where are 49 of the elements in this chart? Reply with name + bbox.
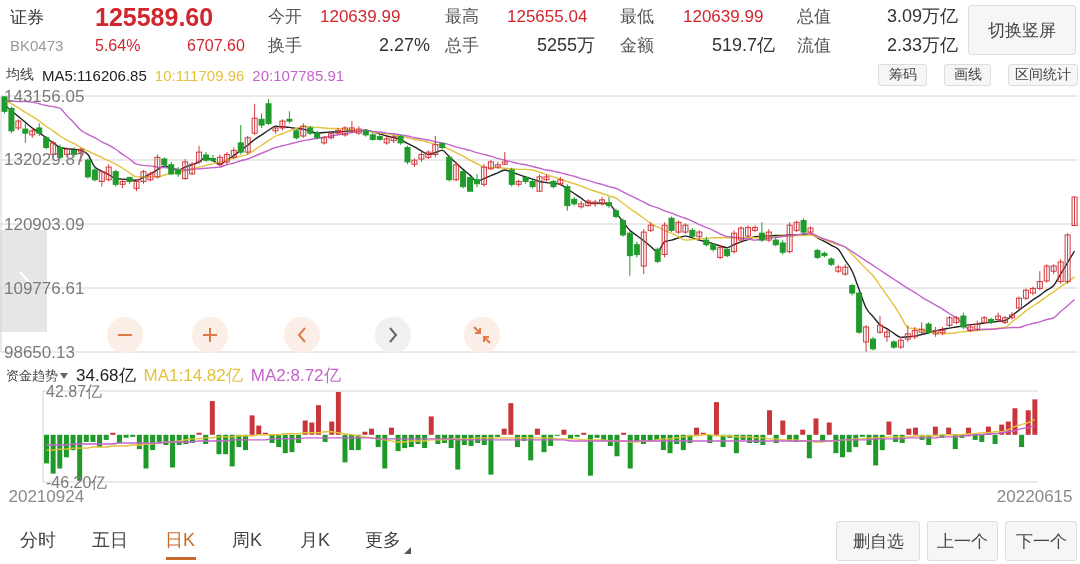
- text: 总手: [445, 35, 479, 55]
- legend-title: 资金趋势: [6, 366, 58, 385]
- y-tick-label: 42.87亿: [46, 382, 103, 400]
- y-tick-label: 143156.05: [4, 86, 85, 106]
- text: BK0473: [10, 37, 64, 54]
- text: 125589.60: [95, 3, 214, 31]
- text: 换手: [268, 35, 302, 55]
- text: 上一个: [937, 530, 988, 553]
- text: 519.7亿: [711, 35, 775, 56]
- text: 删自选: [852, 530, 904, 553]
- text: 今开: [268, 6, 302, 26]
- text: 10:111709.96: [154, 66, 245, 84]
- text: 下一个: [1015, 530, 1067, 553]
- text: 20:107785.91: [252, 66, 345, 84]
- text: 最高: [445, 6, 479, 26]
- text: 总值: [797, 6, 831, 26]
- text: 120639.99: [683, 6, 764, 26]
- x-tick-label: 20220615: [996, 487, 1073, 507]
- text: 2.33万亿: [886, 35, 958, 56]
- text: 5.64%: [95, 37, 141, 55]
- text: 6707.60: [187, 37, 245, 55]
- text: 125655.04: [507, 6, 588, 26]
- text: 金额: [620, 35, 654, 55]
- y-tick-label: 132029.87: [4, 150, 85, 170]
- chart-title: 证券: [10, 8, 44, 27]
- text: 最低: [620, 6, 654, 26]
- text: 34.68亿: [76, 365, 136, 385]
- text: 五日: [92, 530, 128, 551]
- text: MA5:116206.85: [42, 66, 147, 84]
- text: 2.27%: [378, 35, 430, 56]
- text: 3.09万亿: [886, 6, 958, 27]
- y-tick-label: 109776.61: [4, 278, 85, 298]
- y-tick-label: 98650.13: [4, 342, 75, 362]
- text: 周K: [232, 530, 263, 551]
- text: 5255万: [536, 35, 595, 56]
- text: 筹码: [888, 66, 917, 84]
- text: 流值: [797, 35, 831, 55]
- text: 画线: [953, 66, 982, 84]
- legend-title: 均线: [6, 66, 34, 84]
- y-tick-label: 120903.09: [4, 214, 85, 234]
- text: 更多: [365, 530, 401, 551]
- text: 日K: [165, 530, 196, 551]
- text: MA1:14.82亿: [143, 365, 243, 387]
- text: 分时: [20, 530, 56, 551]
- text: 区间统计: [1015, 66, 1071, 84]
- text: 月K: [300, 530, 331, 551]
- text: 120639.99: [320, 6, 401, 26]
- text: MA2:8.72亿: [250, 365, 341, 387]
- text: 切换竖屏: [988, 19, 1056, 42]
